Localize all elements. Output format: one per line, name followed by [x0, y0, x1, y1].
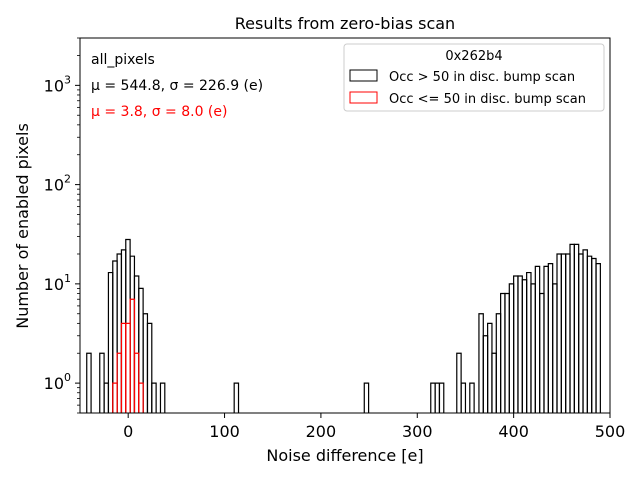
annotation-label: all_pixels — [91, 52, 155, 68]
y-tick-label: 103 — [44, 73, 71, 95]
histogram-bars — [86, 238, 601, 413]
annotation-stats-red: μ = 3.8, σ = 8.0 (e) — [91, 104, 227, 120]
histogram-bin — [86, 352, 92, 413]
histogram-bin — [151, 382, 157, 413]
histogram-bin — [233, 382, 240, 413]
histogram-bin — [363, 382, 370, 413]
legend-entry-black: Occ > 50 in disc. bump scan — [389, 70, 575, 85]
x-tick-label: 500 — [595, 422, 626, 441]
histogram-bin — [146, 322, 153, 413]
legend-box — [343, 43, 605, 112]
series-red — [112, 298, 144, 413]
x-axis-ticks: 0 100 200 300 400 500 — [123, 413, 625, 441]
histogram-bin — [159, 382, 166, 413]
legend-swatch-red — [349, 91, 378, 104]
histogram-bin — [469, 382, 475, 413]
x-axis-label: Noise difference [e] — [266, 446, 423, 465]
histogram-bin — [138, 382, 144, 413]
legend-swatch-black — [349, 69, 378, 82]
annotation-stats-black: μ = 544.8, σ = 226.9 (e) — [91, 78, 263, 94]
plot-frame — [79, 37, 611, 414]
histogram-bin — [438, 382, 445, 413]
histogram-bin — [460, 382, 467, 413]
x-tick-label: 100 — [209, 422, 240, 441]
x-tick-label: 200 — [306, 422, 337, 441]
legend: 0x262b4 Occ > 50 in disc. bump scan Occ … — [343, 43, 605, 112]
legend-title: 0x262b4 — [445, 49, 502, 64]
y-tick-label: 101 — [44, 272, 71, 294]
histogram-bin — [595, 263, 601, 413]
y-axis-ticks: 100 101 102 103 — [44, 37, 80, 414]
x-tick-label: 400 — [498, 422, 529, 441]
x-tick-label: 0 — [123, 422, 133, 441]
x-tick-label: 300 — [402, 422, 433, 441]
y-tick-label: 102 — [44, 173, 71, 195]
legend-entry-red: Occ <= 50 in disc. bump scan — [389, 92, 586, 107]
y-tick-label: 100 — [44, 371, 71, 393]
chart-title: Results from zero-bias scan — [235, 14, 455, 33]
y-axis-label: Number of enabled pixels — [13, 123, 32, 329]
